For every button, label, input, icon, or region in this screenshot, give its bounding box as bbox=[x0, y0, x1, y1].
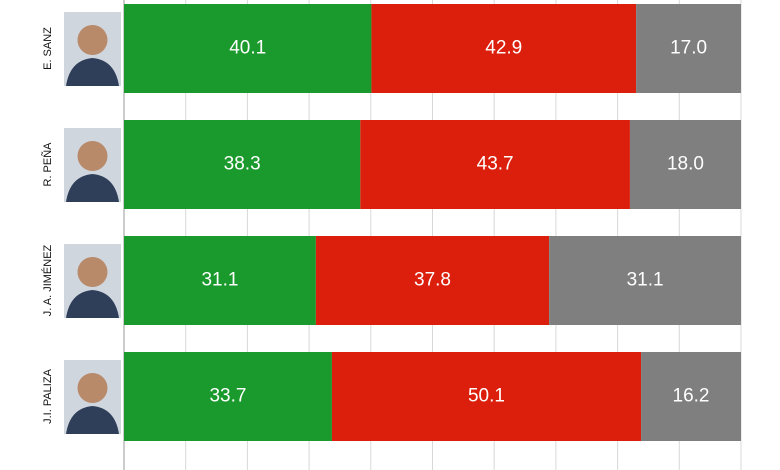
candidate-photo bbox=[64, 360, 121, 434]
value-label: 17.0 bbox=[670, 38, 707, 59]
bar-segment bbox=[124, 236, 316, 325]
value-label: 18.0 bbox=[667, 154, 704, 175]
candidate-photo bbox=[64, 244, 121, 318]
photo-body bbox=[66, 290, 119, 318]
category-label: J.I. PALIZA bbox=[42, 368, 54, 423]
photo-body bbox=[66, 174, 119, 202]
value-label: 33.7 bbox=[209, 386, 246, 407]
value-label: 31.1 bbox=[201, 270, 238, 291]
value-label: 40.1 bbox=[229, 38, 266, 59]
bar-segment bbox=[315, 236, 550, 325]
photo-head bbox=[77, 257, 108, 287]
bar-segment bbox=[360, 120, 630, 209]
bar-segment bbox=[331, 352, 642, 441]
bar-segment bbox=[124, 120, 361, 209]
photo-head bbox=[77, 25, 108, 55]
candidate-photo bbox=[64, 128, 121, 202]
category-label: J. A. JIMÉNEZ bbox=[41, 244, 54, 316]
bar-segment bbox=[371, 4, 637, 93]
bar-segment bbox=[549, 236, 741, 325]
bar-segment bbox=[124, 352, 332, 441]
photo-head bbox=[77, 141, 108, 171]
bar-segment bbox=[124, 4, 372, 93]
value-label: 16.2 bbox=[673, 386, 710, 407]
category-label: R. PEÑA bbox=[41, 142, 54, 187]
value-label: 38.3 bbox=[224, 154, 261, 175]
value-label: 43.7 bbox=[477, 154, 514, 175]
bar-segment bbox=[636, 4, 741, 93]
bar-segment bbox=[641, 352, 741, 441]
photo-body bbox=[66, 406, 119, 434]
value-label: 42.9 bbox=[485, 38, 522, 59]
photo-body bbox=[66, 58, 119, 86]
photo-head bbox=[77, 373, 108, 403]
value-label: 37.8 bbox=[414, 270, 451, 291]
value-label: 50.1 bbox=[468, 386, 505, 407]
bar-segment bbox=[629, 120, 741, 209]
category-label: E. SANZ bbox=[42, 27, 54, 70]
value-label: 31.1 bbox=[627, 270, 664, 291]
candidate-photo bbox=[64, 12, 121, 86]
